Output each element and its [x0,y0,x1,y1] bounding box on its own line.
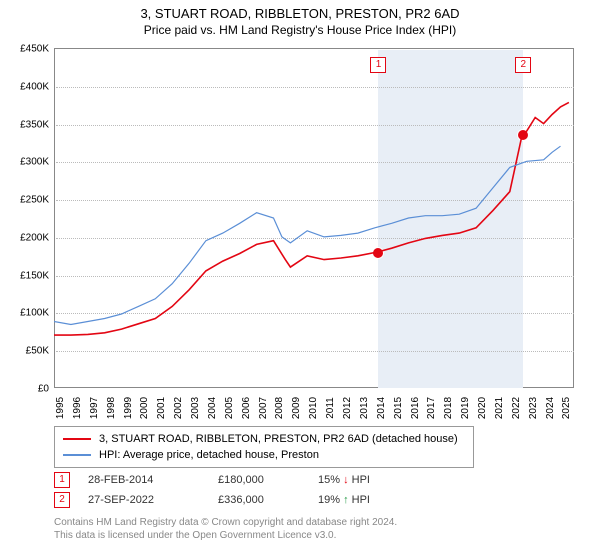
chart-title-address: 3, STUART ROAD, RIBBLETON, PRESTON, PR2 … [0,6,600,21]
x-axis-label: 2001 [156,397,167,419]
x-axis-label: 2024 [545,397,556,419]
x-axis-label: 2017 [426,397,437,419]
x-axis-label: 2008 [274,397,285,419]
y-axis-label: £450K [1,44,49,55]
sale-row: 2 27-SEP-2022£336,00019% ↑ HPI [54,490,418,510]
x-axis-label: 2015 [393,397,404,419]
legend-label-property: 3, STUART ROAD, RIBBLETON, PRESTON, PR2 … [99,433,458,445]
x-axis-label: 2010 [308,397,319,419]
y-axis-label: £350K [1,119,49,130]
footer-line2: This data is licensed under the Open Gov… [54,529,397,542]
x-axis-label: 2011 [325,397,336,419]
arrow-up-icon: ↑ [343,494,349,506]
y-axis-label: £50K [1,346,49,357]
y-axis-label: £0 [1,384,49,395]
legend-swatch-hpi [63,454,91,456]
x-axis-label: 1998 [106,397,117,419]
x-axis-label: 2006 [241,397,252,419]
x-axis-label: 2013 [359,397,370,419]
arrow-down-icon: ↓ [343,474,349,486]
sale-row: 1 28-FEB-2014£180,00015% ↓ HPI [54,470,418,490]
y-axis-label: £100K [1,308,49,319]
x-axis-label: 2000 [139,397,150,419]
x-axis-label: 2020 [477,397,488,419]
footer-attribution: Contains HM Land Registry data © Crown c… [54,516,397,542]
chart-subtitle: Price paid vs. HM Land Registry's House … [0,23,600,37]
sales-table: 1 28-FEB-2014£180,00015% ↓ HPI 2 27-SEP-202… [54,470,418,510]
legend-label-hpi: HPI: Average price, detached house, Pres… [99,449,319,461]
x-axis-label: 2021 [494,397,505,419]
y-axis-label: £150K [1,270,49,281]
chart-series-line [54,146,561,324]
footer-line1: Contains HM Land Registry data © Crown c… [54,516,397,529]
x-axis-label: 2007 [258,397,269,419]
sale-price: £180,000 [218,474,318,486]
x-axis-label: 2009 [291,397,302,419]
x-axis-label: 1997 [89,397,100,419]
x-axis-label: 2012 [342,397,353,419]
sale-price: £336,000 [218,494,318,506]
legend-swatch-property [63,438,91,440]
sale-id-box: 1 [54,472,70,488]
x-axis-label: 2016 [410,397,421,419]
y-axis-label: £400K [1,81,49,92]
x-axis-label: 2014 [376,397,387,419]
x-axis-label: 2022 [511,397,522,419]
price-chart: £0£50K£100K£150K£200K£250K£300K£350K£400… [54,48,574,388]
x-axis-label: 2025 [561,397,572,419]
x-axis-label: 2002 [173,397,184,419]
x-axis-label: 2003 [190,397,201,419]
x-axis-label: 1999 [123,397,134,419]
y-axis-label: £200K [1,232,49,243]
y-axis-label: £300K [1,157,49,168]
x-axis-label: 2019 [460,397,471,419]
x-axis-label: 2005 [224,397,235,419]
sale-diff: 15% ↓ HPI [318,474,418,486]
x-axis-label: 2018 [443,397,454,419]
sale-date: 27-SEP-2022 [88,494,218,506]
chart-series-line [54,102,569,335]
x-axis-label: 2023 [528,397,539,419]
x-axis-label: 2004 [207,397,218,419]
sale-diff: 19% ↑ HPI [318,494,418,506]
chart-legend: 3, STUART ROAD, RIBBLETON, PRESTON, PR2 … [54,426,474,468]
x-axis-label: 1995 [55,397,66,419]
sale-date: 28-FEB-2014 [88,474,218,486]
x-axis-label: 1996 [72,397,83,419]
y-axis-label: £250K [1,195,49,206]
sale-id-box: 2 [54,492,70,508]
